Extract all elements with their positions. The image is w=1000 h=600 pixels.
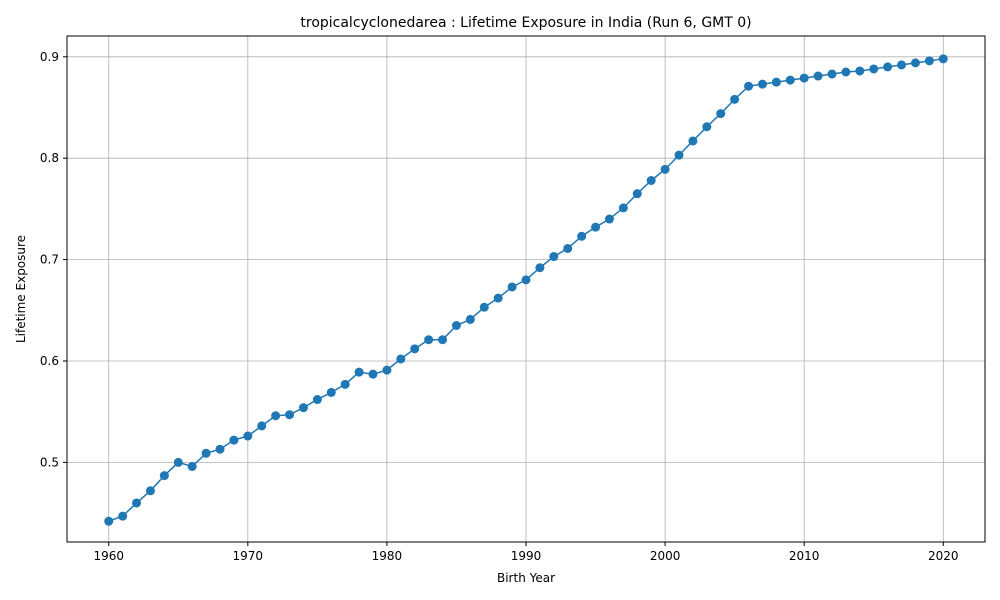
x-tick-label: 1990 (511, 549, 542, 563)
data-point (229, 435, 239, 445)
y-axis-label: Lifetime Exposure (14, 235, 28, 343)
data-point (827, 69, 837, 79)
data-point (618, 203, 628, 213)
data-point (799, 73, 809, 83)
data-point (104, 516, 114, 526)
x-tick-label: 1980 (372, 549, 403, 563)
data-point (674, 150, 684, 160)
data-point (173, 457, 183, 467)
data-point (493, 293, 503, 303)
data-point (771, 77, 781, 87)
chart-title: tropicalcyclonedarea : Lifetime Exposure… (300, 15, 751, 31)
data-point (438, 335, 448, 345)
x-tick-label: 2020 (928, 549, 959, 563)
data-point (549, 252, 559, 262)
x-tick-label: 2000 (650, 549, 681, 563)
data-point (910, 58, 920, 68)
y-tick-label: 0.9 (40, 50, 59, 64)
data-point (883, 62, 893, 72)
data-point (535, 263, 545, 273)
data-point (813, 71, 823, 81)
data-point (410, 344, 420, 354)
data-point (869, 64, 879, 74)
y-tick-label: 0.6 (40, 354, 59, 368)
data-point (702, 122, 712, 132)
data-point (521, 275, 531, 285)
data-point (938, 54, 948, 64)
data-point (424, 335, 434, 345)
data-point (312, 395, 322, 405)
gridlines (67, 36, 985, 542)
data-point (757, 79, 767, 89)
data-point (924, 56, 934, 66)
data-point (368, 369, 378, 379)
data-point (271, 411, 281, 421)
x-tick-label: 2010 (789, 549, 820, 563)
series-layer (104, 54, 948, 526)
data-point (591, 222, 601, 232)
data-point (451, 321, 461, 331)
data-point (785, 75, 795, 85)
y-tick-label: 0.7 (40, 253, 59, 267)
data-point (897, 60, 907, 70)
data-point (841, 67, 851, 77)
data-point (257, 421, 267, 431)
data-point (604, 214, 614, 224)
data-point (326, 387, 336, 397)
data-point (563, 243, 573, 253)
data-point (159, 471, 169, 481)
data-point (201, 448, 211, 458)
data-point (354, 367, 364, 377)
data-point (646, 175, 656, 185)
data-point (298, 403, 308, 413)
data-point (382, 365, 392, 375)
data-point (855, 66, 865, 76)
data-point (340, 379, 350, 389)
data-point (730, 94, 740, 104)
data-point (215, 444, 225, 454)
data-point (285, 410, 295, 420)
data-point (716, 109, 726, 119)
x-tick-label: 1960 (93, 549, 124, 563)
x-axis-label: Birth Year (497, 571, 555, 585)
data-point (660, 164, 670, 174)
data-point (577, 231, 587, 241)
data-point (479, 302, 489, 312)
x-tick-label: 1970 (233, 549, 264, 563)
data-point (187, 461, 197, 471)
data-point (632, 189, 642, 199)
data-point (243, 431, 253, 441)
data-point (132, 498, 142, 508)
data-point (744, 81, 754, 91)
data-point (507, 282, 517, 292)
y-tick-label: 0.5 (40, 455, 59, 469)
data-point (396, 354, 406, 364)
tick-layer: 1960 1970 1980 1990 2000 2010 2020 0.5 0.6 0.7 0.8… (40, 50, 959, 563)
y-tick-label: 0.8 (40, 151, 59, 165)
data-point (465, 314, 475, 324)
data-point (688, 136, 698, 146)
data-point (145, 486, 155, 496)
data-point (118, 511, 128, 521)
